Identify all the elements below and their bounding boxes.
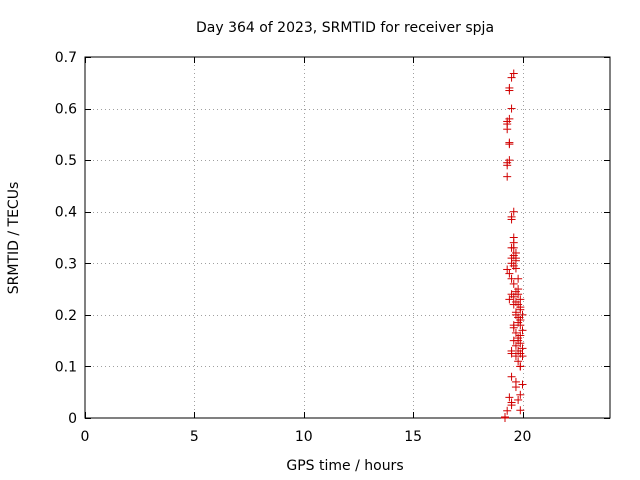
data-point (516, 295, 525, 304)
data-point (514, 357, 523, 366)
data-point (509, 207, 518, 216)
data-point (509, 243, 518, 252)
data-point (509, 279, 518, 288)
data-point (507, 104, 516, 113)
data-point (514, 274, 523, 283)
data-point (507, 73, 516, 82)
data-point (507, 401, 516, 410)
y-tick-label: 0 (68, 411, 77, 427)
chart-title: Day 364 of 2023, SRMTID for receiver spj… (196, 20, 494, 36)
data-point (509, 321, 518, 330)
data-point (503, 265, 512, 274)
data-point (505, 295, 514, 304)
data-point (511, 264, 520, 273)
data-point (507, 215, 516, 224)
data-point (514, 395, 523, 404)
data-point (511, 383, 520, 392)
data-point (516, 362, 525, 371)
data-point (518, 326, 527, 335)
data-point (518, 344, 527, 353)
data-point (507, 346, 516, 355)
plot-frame (84, 56, 611, 419)
data-point (505, 269, 514, 278)
y-tick-label: 0.2 (55, 308, 77, 324)
data-point (511, 352, 520, 361)
data-point (509, 69, 518, 78)
grid (85, 57, 610, 418)
data-point (518, 380, 527, 389)
data-point (507, 290, 516, 299)
y-tick-label: 0.1 (55, 359, 77, 375)
x-tick-label: 0 (81, 429, 90, 445)
y-tick-label: 0.7 (55, 50, 77, 66)
data-point (505, 393, 514, 402)
data-point (503, 406, 512, 415)
data-point (509, 300, 518, 309)
y-tick-label: 0.4 (55, 205, 77, 221)
y-tick-label: 0.5 (55, 153, 77, 169)
data-point (503, 172, 512, 181)
data-point (516, 406, 525, 415)
data-point (516, 316, 525, 325)
data-point (501, 414, 509, 422)
x-tick-label: 10 (295, 429, 313, 445)
data-point (505, 114, 514, 123)
data-point (511, 310, 520, 319)
x-tick-label: 5 (190, 429, 199, 445)
y-tick-label: 0.3 (55, 256, 77, 272)
data-point (516, 390, 525, 399)
data-point (505, 156, 514, 165)
y-axis-label: SRMTID / TECUs (6, 182, 22, 295)
data-points (501, 69, 527, 422)
x-tick-label: 20 (514, 429, 532, 445)
data-point (514, 336, 523, 345)
data-point (511, 341, 520, 350)
data-point (507, 254, 516, 263)
data-point (505, 138, 514, 147)
data-point (507, 372, 516, 381)
axis-ticks: 0 5 10 15 20 0 0.1 0.2 0.3 0.4 0.5 0.6 0.7 (55, 50, 610, 445)
data-point (511, 328, 520, 337)
data-point (516, 305, 525, 314)
x-tick-label: 15 (404, 429, 422, 445)
data-point (505, 83, 514, 92)
y-tick-label: 0.6 (55, 102, 77, 118)
x-axis-label: GPS time / hours (286, 458, 403, 474)
